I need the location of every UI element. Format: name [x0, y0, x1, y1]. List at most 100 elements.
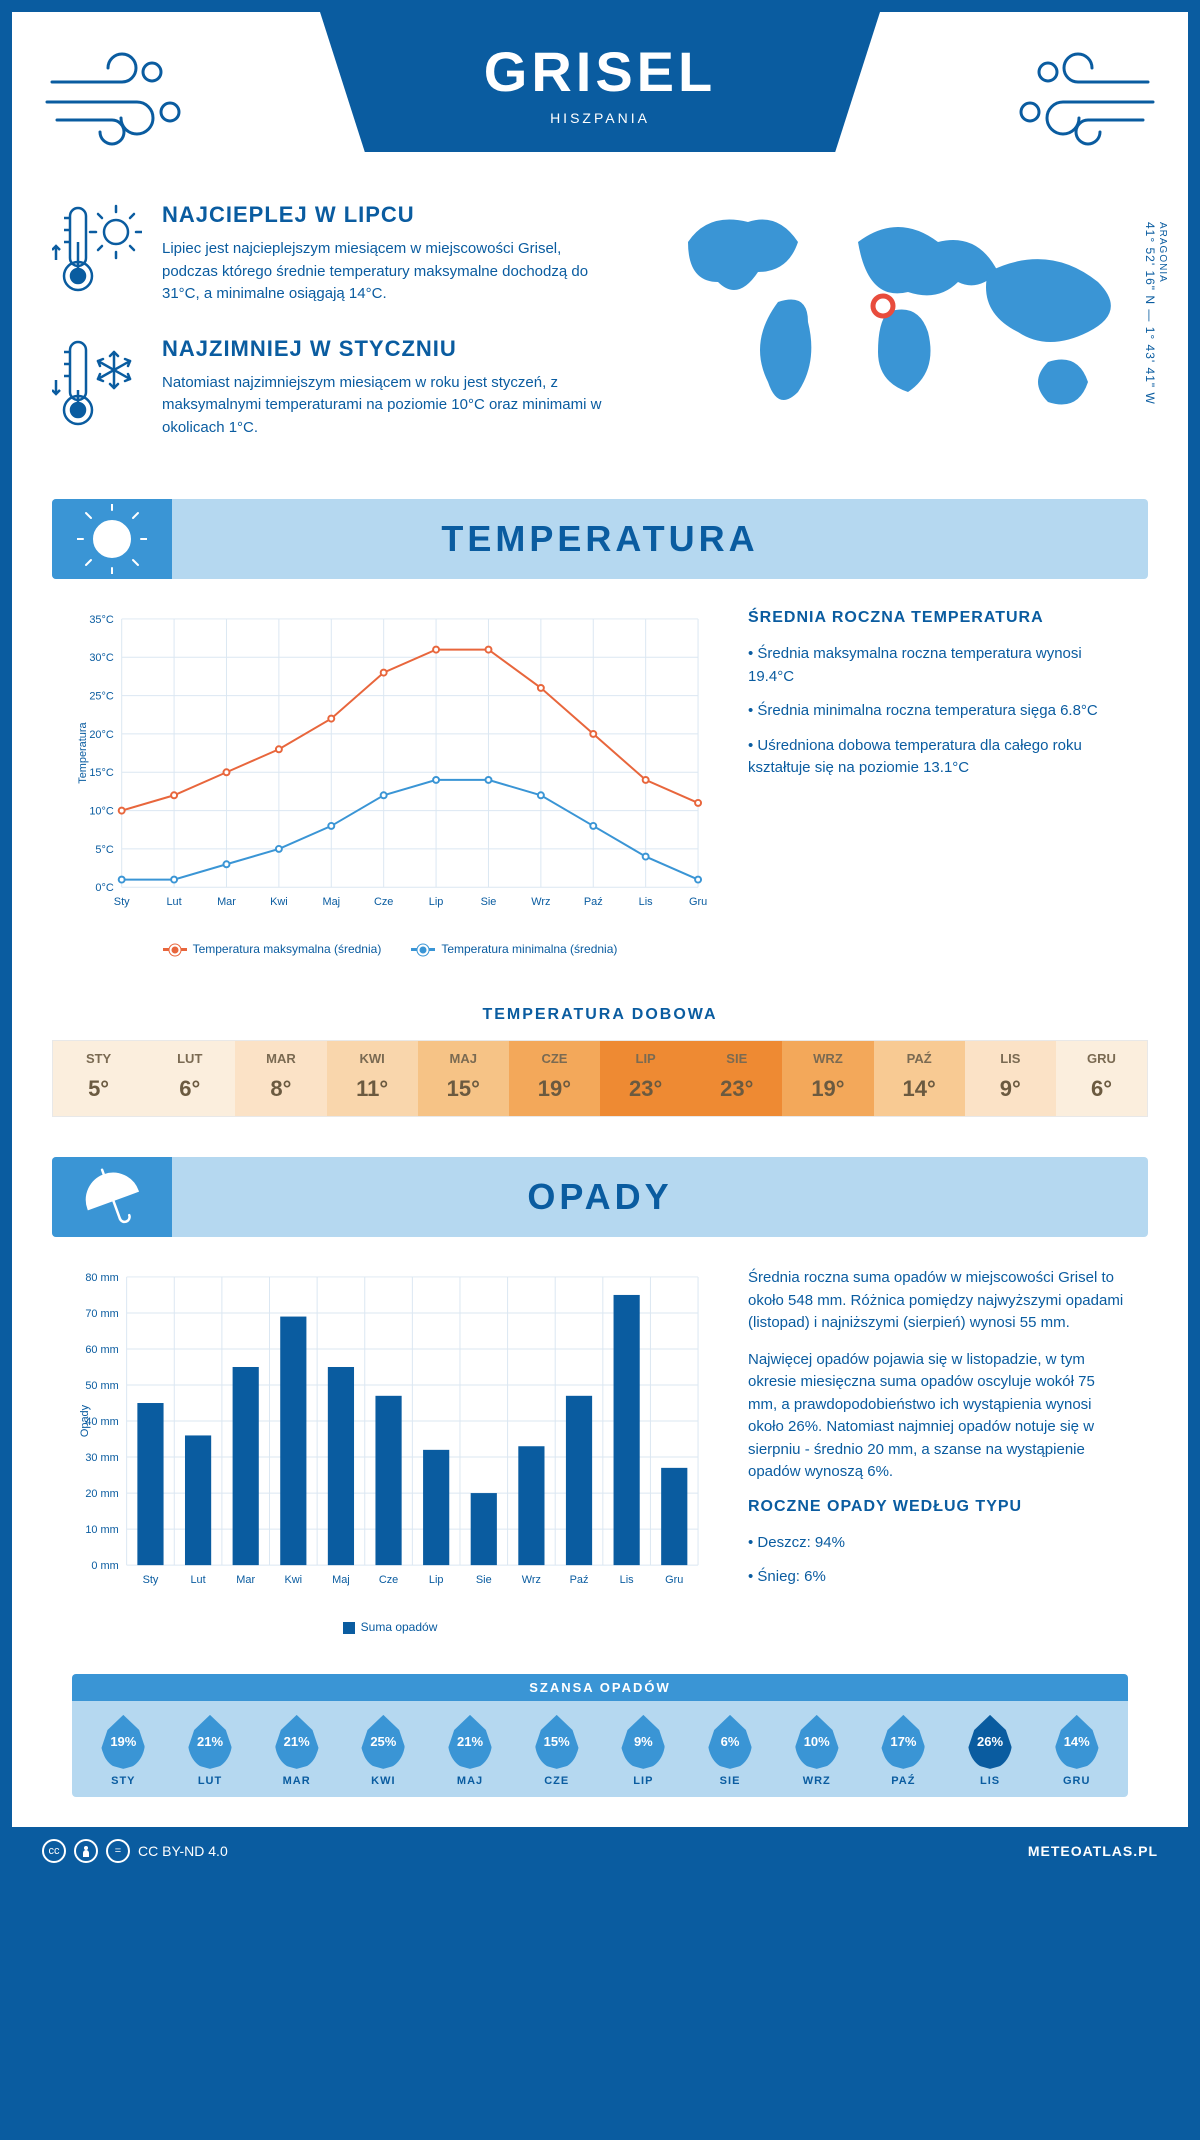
drop-month: LUT [167, 1775, 254, 1787]
daily-cell: SIE 23° [691, 1041, 782, 1116]
drop-icon: 15% [535, 1715, 579, 1769]
drop-cell: 6%SIE [687, 1715, 774, 1787]
drop-icon: 10% [795, 1715, 839, 1769]
legend-min: Temperatura minimalna (średnia) [441, 942, 617, 956]
daily-value: 8° [235, 1076, 326, 1102]
daily-cell: WRZ19° [782, 1041, 873, 1116]
svg-text:10°C: 10°C [89, 806, 114, 818]
svg-text:Paź: Paź [570, 1574, 589, 1586]
svg-text:Sty: Sty [143, 1574, 159, 1586]
drop-icon: 21% [448, 1715, 492, 1769]
svg-text:Lip: Lip [429, 1574, 444, 1586]
drop-month: LIS [947, 1775, 1034, 1787]
svg-text:Gru: Gru [665, 1574, 683, 1586]
drop-month: LIP [600, 1775, 687, 1787]
thermometer-sun-icon [52, 202, 142, 302]
summary-bullet: Średnia minimalna roczna temperatura się… [748, 700, 1128, 723]
svg-text:Wrz: Wrz [531, 896, 550, 908]
daily-cell: MAR8° [235, 1041, 326, 1116]
daily-month: PAŹ [874, 1051, 965, 1066]
drop-month: SIE [687, 1775, 774, 1787]
precip-type-title: ROCZNE OPADY WEDŁUG TYPU [748, 1498, 1128, 1516]
fact-title: NAJCIEPLEJ W LIPCU [162, 202, 618, 228]
drop-cell: 21%LUT [167, 1715, 254, 1787]
svg-text:70 mm: 70 mm [85, 1308, 118, 1320]
svg-text:Wrz: Wrz [522, 1574, 541, 1586]
drop-month: GRU [1033, 1775, 1120, 1787]
daily-cell: MAJ15° [418, 1041, 509, 1116]
cc-icon: cc [42, 1839, 66, 1863]
daily-cell: LIP23° [600, 1041, 691, 1116]
footer: cc = CC BY-ND 4.0 METEOATLAS.PL [12, 1827, 1188, 1875]
daily-value: 19° [509, 1076, 600, 1102]
drop-month: KWI [340, 1775, 427, 1787]
lat-label: 41° 52' 16" N [1143, 222, 1157, 305]
drop-icon: 19% [101, 1715, 145, 1769]
daily-value: 23° [600, 1076, 691, 1102]
svg-text:Paź: Paź [584, 896, 603, 908]
svg-text:Cze: Cze [374, 896, 393, 908]
svg-text:0°C: 0°C [95, 882, 113, 894]
drop-cell: 19% STY [80, 1715, 167, 1787]
content: GRISEL HISZPANIA NAJCIEPLEJ W LIPCU Lipi… [12, 12, 1188, 1875]
daily-cell: LUT6° [144, 1041, 235, 1116]
daily-value: 23° [691, 1076, 782, 1102]
daily-value: 11° [327, 1076, 418, 1102]
daily-month: KWI [327, 1051, 418, 1066]
daily-month: CZE [509, 1051, 600, 1066]
daily-temp-table: STY5°LUT6°MAR8°KWI11°MAJ15°CZE19°LIP23°S… [52, 1040, 1148, 1117]
drop-month: MAJ [427, 1775, 514, 1787]
precip-body: 0 mm10 mm20 mm30 mm40 mm50 mm60 mm70 mm8… [12, 1267, 1188, 1674]
svg-text:20°C: 20°C [89, 729, 114, 741]
license-text: CC BY-ND 4.0 [138, 1843, 228, 1859]
summary-bullet: Średnia maksymalna roczna temperatura wy… [748, 643, 1128, 688]
temp-legend: Temperatura maksymalna (średnia) Tempera… [72, 942, 708, 956]
header: GRISEL HISZPANIA [12, 12, 1188, 202]
fact-cold: NAJZIMNIEJ W STYCZNIU Natomiast najzimni… [52, 336, 618, 440]
temperature-chart: 0°C5°C10°C15°C20°C25°C30°C35°CStyLutMarK… [72, 609, 708, 956]
svg-text:Lut: Lut [166, 896, 181, 908]
rain-chance-title: SZANSA OPADÓW [72, 1674, 1128, 1701]
precip-p1: Średnia roczna suma opadów w miejscowośc… [748, 1267, 1128, 1335]
daily-value: 9° [965, 1076, 1056, 1102]
fact-warm: NAJCIEPLEJ W LIPCU Lipiec jest najcieple… [52, 202, 618, 306]
svg-text:Mar: Mar [217, 896, 236, 908]
svg-text:25°C: 25°C [89, 691, 114, 703]
drop-cell: 26% LIS [947, 1715, 1034, 1787]
daily-value: 19° [782, 1076, 873, 1102]
svg-text:0 mm: 0 mm [91, 1560, 118, 1572]
svg-text:Lip: Lip [429, 896, 444, 908]
drop-cell: 14%GRU [1033, 1715, 1120, 1787]
daily-cell: CZE 19° [509, 1041, 600, 1116]
svg-text:50 mm: 50 mm [85, 1380, 118, 1392]
drop-month: STY [80, 1775, 167, 1787]
fact-title: NAJZIMNIEJ W STYCZNIU [162, 336, 618, 362]
section-title: OPADY [527, 1176, 672, 1218]
rain-chance: SZANSA OPADÓW 19%STY21%LUT21%MAR25%KWI21… [72, 1674, 1128, 1797]
nd-icon: = [106, 1839, 130, 1863]
daily-value: 6° [144, 1076, 235, 1102]
section-title: TEMPERATURA [441, 518, 758, 560]
svg-text:35°C: 35°C [89, 614, 114, 626]
summary-title: ŚREDNIA ROCZNA TEMPERATURA [748, 609, 1128, 627]
daily-month: SIE [691, 1051, 782, 1066]
svg-text:Kwi: Kwi [270, 896, 288, 908]
precip-legend: Suma opadów [72, 1620, 708, 1634]
svg-text:80 mm: 80 mm [85, 1272, 118, 1284]
world-map [648, 202, 1148, 462]
svg-text:Gru: Gru [689, 896, 707, 908]
map-box: ARAGONIA 41° 52' 16" N — 1° 43' 41" W [648, 202, 1148, 469]
daily-temp-title: TEMPERATURA DOBOWA [12, 1006, 1188, 1024]
temperature-body: 0°C5°C10°C15°C20°C25°C30°C35°CStyLutMarK… [12, 609, 1188, 996]
drop-icon: 26% [968, 1715, 1012, 1769]
temperature-summary: ŚREDNIA ROCZNA TEMPERATURA Średnia maksy… [748, 609, 1128, 956]
drop-icon: 17% [881, 1715, 925, 1769]
legend-max: Temperatura maksymalna (średnia) [193, 942, 382, 956]
svg-text:15°C: 15°C [89, 767, 114, 779]
drop-icon: 9% [621, 1715, 665, 1769]
page-title: GRISEL [484, 39, 716, 104]
daily-value: 15° [418, 1076, 509, 1102]
svg-text:Mar: Mar [236, 1574, 255, 1586]
daily-cell: LIS9° [965, 1041, 1056, 1116]
section-header-precip: OPADY [52, 1157, 1148, 1237]
